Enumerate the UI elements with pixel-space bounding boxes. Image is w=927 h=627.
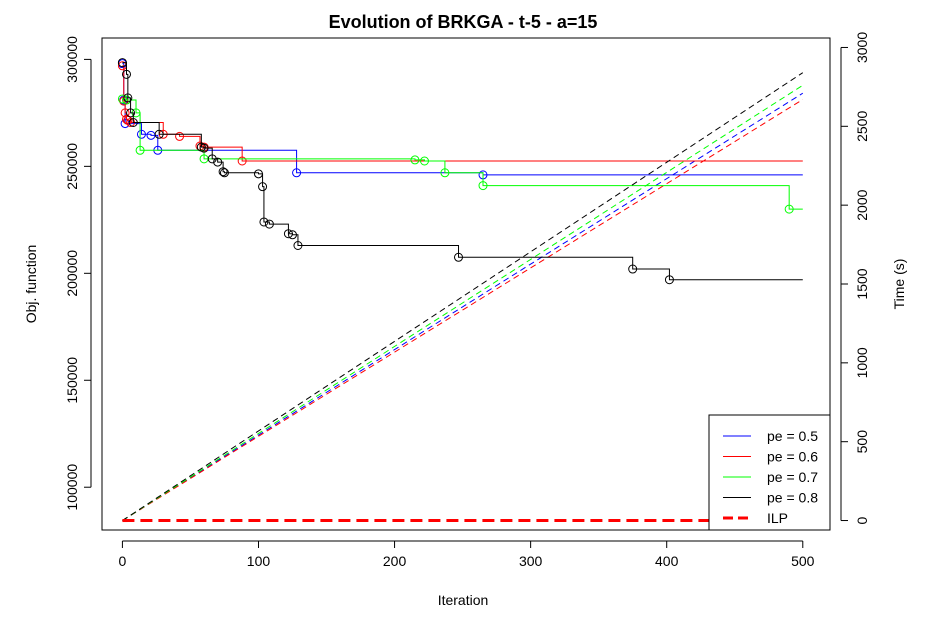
y-tick-label-right: 0: [854, 516, 870, 524]
improvement-point-pe-0-5: [292, 168, 302, 178]
legend-label: ILP: [767, 510, 788, 526]
legend-box: [708, 414, 831, 531]
y-axis-label-right: Time (s): [891, 259, 907, 310]
improvement-point-pe-0-6: [175, 131, 185, 141]
time-line-pe-0-6: [122, 99, 804, 521]
improvement-point-pe-0-7: [784, 204, 794, 214]
improvement-point-pe-0-8: [207, 154, 217, 164]
improvement-point-pe-0-7: [478, 181, 488, 191]
x-axis-label: Iteration: [438, 592, 489, 608]
improvement-point-pe-0-7: [117, 94, 127, 104]
objective-line-pe-0-5: [122, 63, 803, 176]
x-tick-label: 300: [519, 553, 543, 569]
improvement-point-pe-0-8: [218, 167, 228, 177]
objective-line-pe-0-8: [122, 62, 803, 281]
improvement-point-pe-0-6: [237, 156, 247, 166]
chart-title: Evolution of BRKGA - t-5 - a=15: [329, 12, 598, 32]
y-tick-label-left: 100000: [64, 464, 80, 511]
improvement-point-pe-0-8: [126, 108, 136, 118]
improvement-point-pe-0-8: [283, 229, 293, 239]
y-tick-label-left: 150000: [64, 357, 80, 404]
y-tick-label-left: 200000: [64, 250, 80, 297]
time-line-pe-0-8: [122, 72, 804, 521]
improvement-point-pe-0-8: [154, 129, 164, 139]
time-line-pe-0-7: [122, 84, 804, 521]
series-layer: [117, 58, 804, 523]
x-tick-label: 500: [791, 553, 815, 569]
improvement-point-pe-0-8: [628, 264, 638, 274]
improvement-point-pe-0-8: [117, 58, 127, 68]
legend-label: pe = 0.5: [767, 428, 818, 444]
improvement-point-pe-0-8: [258, 182, 268, 192]
legend-label: pe = 0.7: [767, 469, 818, 485]
x-tick-label: 400: [655, 553, 679, 569]
improvement-point-pe-0-5: [136, 129, 146, 139]
improvement-point-pe-0-8: [219, 168, 229, 178]
improvement-point-pe-0-7: [410, 155, 420, 165]
y-tick-label-right: 2000: [854, 189, 870, 220]
y-tick-label-right: 2500: [854, 111, 870, 142]
time-line-pe-0-5: [122, 92, 804, 521]
y-tick-label-right: 3000: [854, 32, 870, 63]
legend: pe = 0.5 pe = 0.6 pe = 0.7 pe = 0.8 ILP: [708, 414, 831, 531]
improvement-point-pe-0-7: [440, 168, 450, 178]
improvement-point-pe-0-8: [199, 143, 209, 153]
objective-line-pe-0-6: [122, 65, 803, 162]
x-tick-label: 0: [119, 553, 127, 569]
y-tick-label-right: 500: [854, 430, 870, 454]
objective-line-pe-0-7: [122, 98, 803, 210]
axes-layer: 0 100 200 300 400 500 100000 150000 200000 250000…: [64, 32, 870, 569]
improvement-point-pe-0-7: [135, 145, 145, 155]
improvement-point-pe-0-8: [259, 217, 269, 227]
improvement-point-pe-0-8: [454, 252, 464, 262]
improvement-point-pe-0-8: [664, 275, 674, 285]
improvement-point-pe-0-8: [288, 230, 298, 240]
improvement-point-pe-0-8: [123, 93, 133, 103]
legend-label: pe = 0.6: [767, 449, 818, 465]
improvement-point-pe-0-8: [213, 157, 223, 167]
x-tick-label: 200: [383, 553, 407, 569]
plot-frame: [101, 37, 831, 531]
y-tick-label-right: 1000: [854, 347, 870, 378]
x-tick-label: 100: [247, 553, 271, 569]
improvement-point-pe-0-8: [121, 69, 131, 79]
improvement-point-pe-0-8: [293, 240, 303, 250]
improvement-point-pe-0-7: [419, 156, 429, 166]
y-axis-label-left: Obj. function: [23, 245, 39, 324]
improvement-point-pe-0-8: [264, 219, 274, 229]
y-tick-label-left: 300000: [64, 36, 80, 83]
legend-label: pe = 0.8: [767, 490, 818, 506]
improvement-point-pe-0-8: [253, 169, 263, 179]
y-tick-label-right: 1500: [854, 268, 870, 299]
improvement-point-pe-0-8: [128, 117, 138, 127]
y-tick-label-left: 250000: [64, 143, 80, 190]
